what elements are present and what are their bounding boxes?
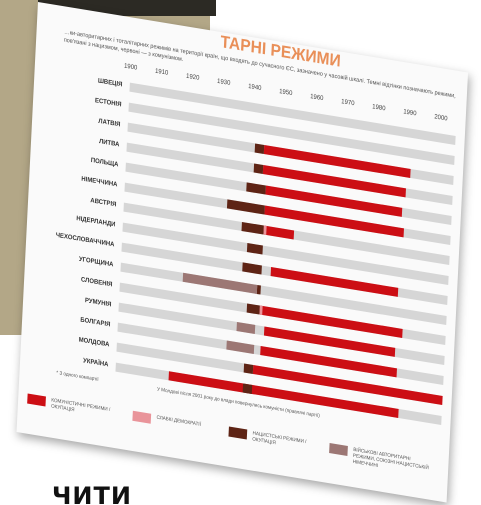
bottom-cropped-text: ЧИТИ — [52, 482, 132, 505]
year-tick-label: 1970 — [341, 98, 355, 108]
regime-bar-fascist-occupation — [246, 242, 263, 255]
legend-swatch-fascist — [228, 426, 248, 440]
regime-bar-authoritarian — [236, 321, 256, 334]
year-tick-label: 2000 — [434, 113, 448, 123]
regime-bar-communist — [263, 225, 295, 240]
regime-bar-authoritarian — [226, 340, 255, 354]
regime-bar-fascist-occupation — [226, 199, 265, 215]
legend-swatch-authoritarian — [329, 443, 348, 456]
regime-bar-fascist-occupation — [246, 303, 260, 315]
regime-bar-fascist-occupation — [246, 182, 266, 195]
year-tick-label: 1980 — [372, 103, 386, 113]
year-tick-label: 1950 — [278, 87, 293, 98]
year-tick-label: 1990 — [403, 108, 417, 118]
year-tick-label: 1960 — [310, 93, 324, 103]
regime-bar-fascist-occupation — [256, 284, 261, 295]
year-tick-label: 1930 — [216, 77, 231, 87]
legend-label-fascist: НАЦИСТСЬКІ РЕЖИМИ / ОКУПАЦІЯ — [252, 430, 307, 447]
legend-label-communist: КОМУНІСТИЧНІ РЕЖИМИ / ОКУПАЦІЯ — [50, 397, 111, 414]
year-tick-label: 1910 — [154, 67, 169, 77]
poster-sheet: ТАРНІ РЕЖИМИ …ки-авторитарних і тоталіта… — [16, 2, 469, 503]
regime-bar-fascist-occupation — [242, 383, 253, 394]
year-tick-label: 1920 — [185, 72, 200, 82]
regime-bar-fragile-democracy — [259, 305, 263, 315]
year-tick-label: 1900 — [123, 62, 138, 72]
regime-bar-fascist-occupation — [243, 363, 254, 374]
year-tick-label: 1940 — [247, 82, 262, 93]
regime-bar-fragile-democracy — [263, 225, 267, 235]
legend-label-fragile-democracy: СЛАБКІ ДЕМОКРАТІЇ — [156, 414, 202, 428]
legend-swatch-fragile-democracy — [132, 410, 152, 424]
regime-bar-fascist-occupation — [242, 262, 262, 275]
regime-bar-fascist-occupation — [254, 143, 265, 154]
legend-label-authoritarian: ВІЙСЬКОВІ АВТОРИТАРНІ РЕЖИМИ, СОЮЗНІ НАЦ… — [352, 446, 429, 472]
regime-bar-fascist-occupation — [241, 221, 264, 235]
regime-bar-fascist-occupation — [253, 163, 264, 174]
legend-swatch-communist — [27, 393, 46, 407]
